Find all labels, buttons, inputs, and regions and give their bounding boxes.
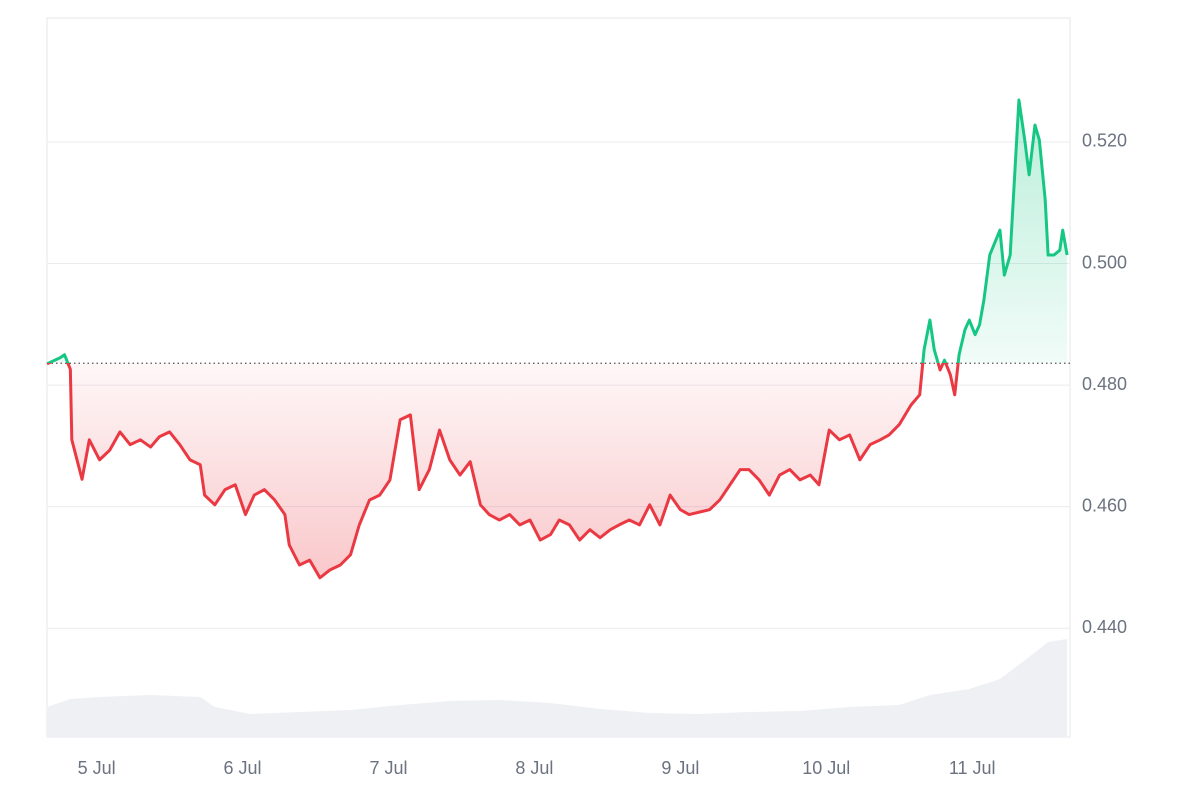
y-tick-label: 0.480 xyxy=(1082,374,1127,394)
x-tick-label: 9 Jul xyxy=(661,758,699,778)
y-tick-label: 0.440 xyxy=(1082,617,1127,637)
x-tick-label: 7 Jul xyxy=(369,758,407,778)
y-tick-label: 0.460 xyxy=(1082,495,1127,515)
x-tick-label: 11 Jul xyxy=(949,758,996,778)
y-tick-label: 0.520 xyxy=(1082,131,1127,151)
x-tick-label: 6 Jul xyxy=(224,758,262,778)
y-tick-label: 0.500 xyxy=(1082,252,1127,272)
volume-area xyxy=(47,639,1068,737)
x-tick-label: 5 Jul xyxy=(78,758,116,778)
price-area xyxy=(47,100,1068,578)
x-tick-label: 10 Jul xyxy=(802,758,850,778)
price-line xyxy=(46,98,1069,580)
x-tick-label: 8 Jul xyxy=(515,758,553,778)
